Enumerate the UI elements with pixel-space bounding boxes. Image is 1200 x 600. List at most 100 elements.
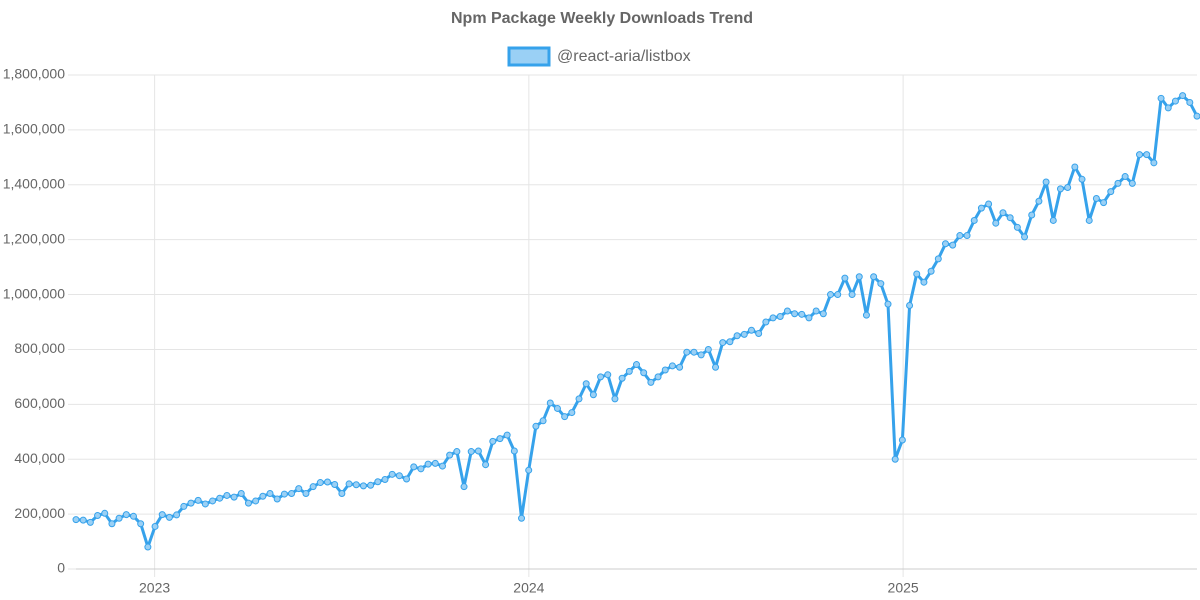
data-point xyxy=(575,395,583,403)
data-point xyxy=(862,311,870,319)
data-point xyxy=(467,448,475,456)
data-point xyxy=(237,490,245,498)
data-point xyxy=(1107,188,1115,196)
data-point xyxy=(1186,98,1194,106)
data-point xyxy=(381,476,389,484)
data-point xyxy=(1114,179,1122,187)
data-point xyxy=(697,351,705,359)
data-point xyxy=(949,241,957,249)
data-point xyxy=(898,436,906,444)
data-point xyxy=(410,463,418,471)
data-point xyxy=(1136,151,1144,159)
data-point xyxy=(1006,214,1014,222)
data-point xyxy=(539,417,547,425)
data-point xyxy=(553,404,561,412)
data-point xyxy=(367,481,375,489)
y-tick-label: 1,800,000 xyxy=(3,66,65,82)
y-tick-label: 1,000,000 xyxy=(3,285,65,301)
data-point xyxy=(1143,151,1151,159)
data-point xyxy=(654,373,662,381)
data-point xyxy=(259,492,267,500)
data-point xyxy=(532,422,540,430)
data-point xyxy=(963,232,971,240)
data-point xyxy=(1028,211,1036,219)
y-tick-label: 400,000 xyxy=(14,450,65,466)
data-point xyxy=(302,490,310,498)
data-point xyxy=(1013,223,1021,231)
y-tick-label: 0 xyxy=(57,560,65,576)
data-point xyxy=(288,490,296,498)
legend-swatch xyxy=(507,46,551,67)
data-point xyxy=(582,380,590,388)
series-line xyxy=(75,94,1199,549)
data-point xyxy=(1049,216,1057,224)
data-point xyxy=(108,520,116,528)
data-point xyxy=(446,451,454,459)
data-point xyxy=(819,310,827,318)
data-point xyxy=(920,278,928,286)
data-point xyxy=(812,307,820,315)
data-point xyxy=(388,470,396,478)
y-tick-label: 1,600,000 xyxy=(3,121,65,137)
data-point xyxy=(122,511,130,519)
data-point xyxy=(518,514,526,522)
data-point xyxy=(230,493,238,501)
legend-label: @react-aria/listbox xyxy=(557,48,691,65)
y-tick-label: 800,000 xyxy=(14,340,65,356)
data-point xyxy=(417,465,425,473)
data-point xyxy=(999,209,1007,217)
data-point xyxy=(165,513,173,521)
data-point xyxy=(151,522,159,530)
data-point xyxy=(209,497,217,505)
data-point xyxy=(848,291,856,299)
data-point xyxy=(712,363,720,371)
data-point xyxy=(72,516,80,524)
data-point xyxy=(331,480,339,488)
data-point xyxy=(661,366,669,374)
data-point xyxy=(633,361,640,369)
data-point xyxy=(762,318,770,326)
data-point xyxy=(525,466,533,474)
data-point xyxy=(690,348,698,356)
data-point xyxy=(1064,184,1072,192)
data-point xyxy=(395,472,403,480)
data-point xyxy=(870,273,878,281)
data-point xyxy=(992,219,1000,227)
data-point xyxy=(324,478,332,486)
data-point xyxy=(733,332,741,340)
x-tick-label: 2023 xyxy=(139,580,170,596)
data-point xyxy=(747,326,755,334)
data-point xyxy=(791,310,799,318)
data-point xyxy=(129,512,137,520)
data-point xyxy=(913,270,921,278)
data-point xyxy=(144,543,152,551)
data-point xyxy=(783,307,791,315)
data-point xyxy=(216,494,224,502)
data-point xyxy=(625,367,633,375)
data-point xyxy=(884,300,892,308)
data-point xyxy=(798,310,806,318)
data-point xyxy=(431,459,439,467)
data-point xyxy=(568,409,576,417)
data-point xyxy=(970,216,978,224)
data-point xyxy=(374,478,382,486)
data-point xyxy=(424,460,432,468)
data-point xyxy=(510,447,518,455)
data-point xyxy=(338,490,346,498)
data-point xyxy=(79,516,87,524)
data-point xyxy=(316,479,324,487)
data-point xyxy=(1128,179,1136,187)
data-point xyxy=(805,314,813,322)
data-point xyxy=(611,395,619,403)
data-point xyxy=(589,391,597,399)
data-point xyxy=(841,274,849,282)
y-tick-label: 600,000 xyxy=(14,395,65,411)
data-point xyxy=(1150,159,1158,167)
data-point xyxy=(1092,195,1100,202)
data-point xyxy=(1100,199,1108,207)
data-point xyxy=(704,345,712,353)
data-point xyxy=(1042,178,1050,186)
data-point xyxy=(546,399,554,407)
data-point xyxy=(460,483,468,491)
